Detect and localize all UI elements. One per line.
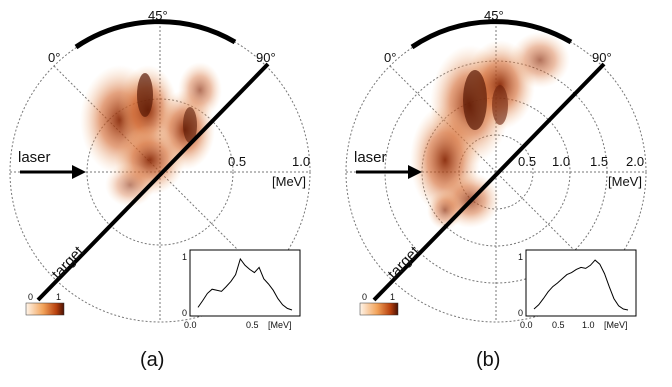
panel-a-target-line bbox=[36, 62, 270, 302]
panel-b-laser-label: laser bbox=[354, 149, 387, 166]
panel-b-colorbar bbox=[359, 302, 399, 316]
panel-b-colorbar-max: 1 bbox=[390, 292, 395, 302]
panel-b-target-line bbox=[372, 62, 606, 302]
panel-a: 0° 45° 90° 0.5 1.0 [MeV] laser target 0 … bbox=[9, 8, 311, 371]
panel-a-colorbar-min: 0 bbox=[28, 292, 33, 302]
panel-b-angle-0: 0° bbox=[384, 50, 396, 65]
panel-a-angle-45: 45° bbox=[148, 8, 168, 23]
panel-b-heatmap bbox=[410, 32, 570, 230]
panel-b-target-label: target bbox=[384, 242, 423, 282]
panel-a-inset-unit: [MeV] bbox=[268, 320, 292, 330]
panel-a-tick-0.5: 0.5 bbox=[228, 154, 246, 169]
panel-a-tick-1.0: 1.0 bbox=[292, 154, 310, 169]
panel-b-inset-xtick-0: 0.0 bbox=[520, 320, 533, 330]
panel-b-laser-arrow bbox=[356, 165, 422, 179]
panel-a-angle-arc bbox=[74, 19, 237, 50]
panel-b-inset-unit: [MeV] bbox=[604, 320, 628, 330]
panel-a-laser-arrow bbox=[20, 165, 86, 179]
panel-a-inset-xtick-0: 0.0 bbox=[184, 320, 197, 330]
panel-a-inset-ytick: 1 bbox=[182, 252, 187, 262]
panel-b-inset: 1 0 0.0 0.5 1.0 [MeV] bbox=[518, 249, 637, 330]
panel-a-target-label: target bbox=[48, 242, 87, 282]
panel-b-inset-xtick-1: 0.5 bbox=[552, 320, 565, 330]
panel-b: 0° 45° 90° 0.5 1.0 1.5 2.0 [MeV] laser t… bbox=[345, 8, 647, 371]
panel-a-unit: [MeV] bbox=[272, 174, 306, 189]
panel-b-inset-ytick: 1 bbox=[518, 252, 523, 262]
panel-a-heatmap bbox=[80, 62, 222, 207]
panel-a-colorbar bbox=[25, 302, 65, 316]
panel-a-angle-0: 0° bbox=[48, 50, 60, 65]
panel-b-inset-curve bbox=[533, 259, 629, 311]
panel-b-colorbar-min: 0 bbox=[362, 292, 367, 302]
panel-b-tick-0.5: 0.5 bbox=[518, 154, 536, 169]
panel-a-laser-label: laser bbox=[18, 149, 51, 166]
panel-a-inset-yzero: 0 bbox=[182, 308, 187, 318]
panel-a-inset-curve bbox=[197, 257, 293, 311]
panel-a-inset-xtick-1: 0.5 bbox=[246, 320, 259, 330]
panel-a-inset: 1 0 0.0 0.5 [MeV] bbox=[182, 249, 301, 330]
panel-b-angle-90: 90° bbox=[592, 50, 612, 65]
panel-b-inset-xtick-2: 1.0 bbox=[582, 320, 595, 330]
panel-b-outer-ring bbox=[345, 21, 647, 323]
panel-b-tick-1.0: 1.0 bbox=[552, 154, 570, 169]
panel-b-label: (b) bbox=[476, 349, 500, 371]
panel-a-angle-90: 90° bbox=[256, 50, 276, 65]
panel-b-tick-2.0: 2.0 bbox=[626, 154, 644, 169]
panel-b-angle-45: 45° bbox=[484, 8, 504, 23]
panel-b-tick-1.5: 1.5 bbox=[590, 154, 608, 169]
panel-b-unit: [MeV] bbox=[608, 174, 642, 189]
panel-a-label: (a) bbox=[140, 349, 164, 371]
panel-a-outer-ring bbox=[9, 21, 311, 323]
panel-a-colorbar-max: 1 bbox=[56, 292, 61, 302]
panel-b-angle-arc bbox=[410, 19, 573, 50]
panel-b-inset-yzero: 0 bbox=[518, 308, 523, 318]
